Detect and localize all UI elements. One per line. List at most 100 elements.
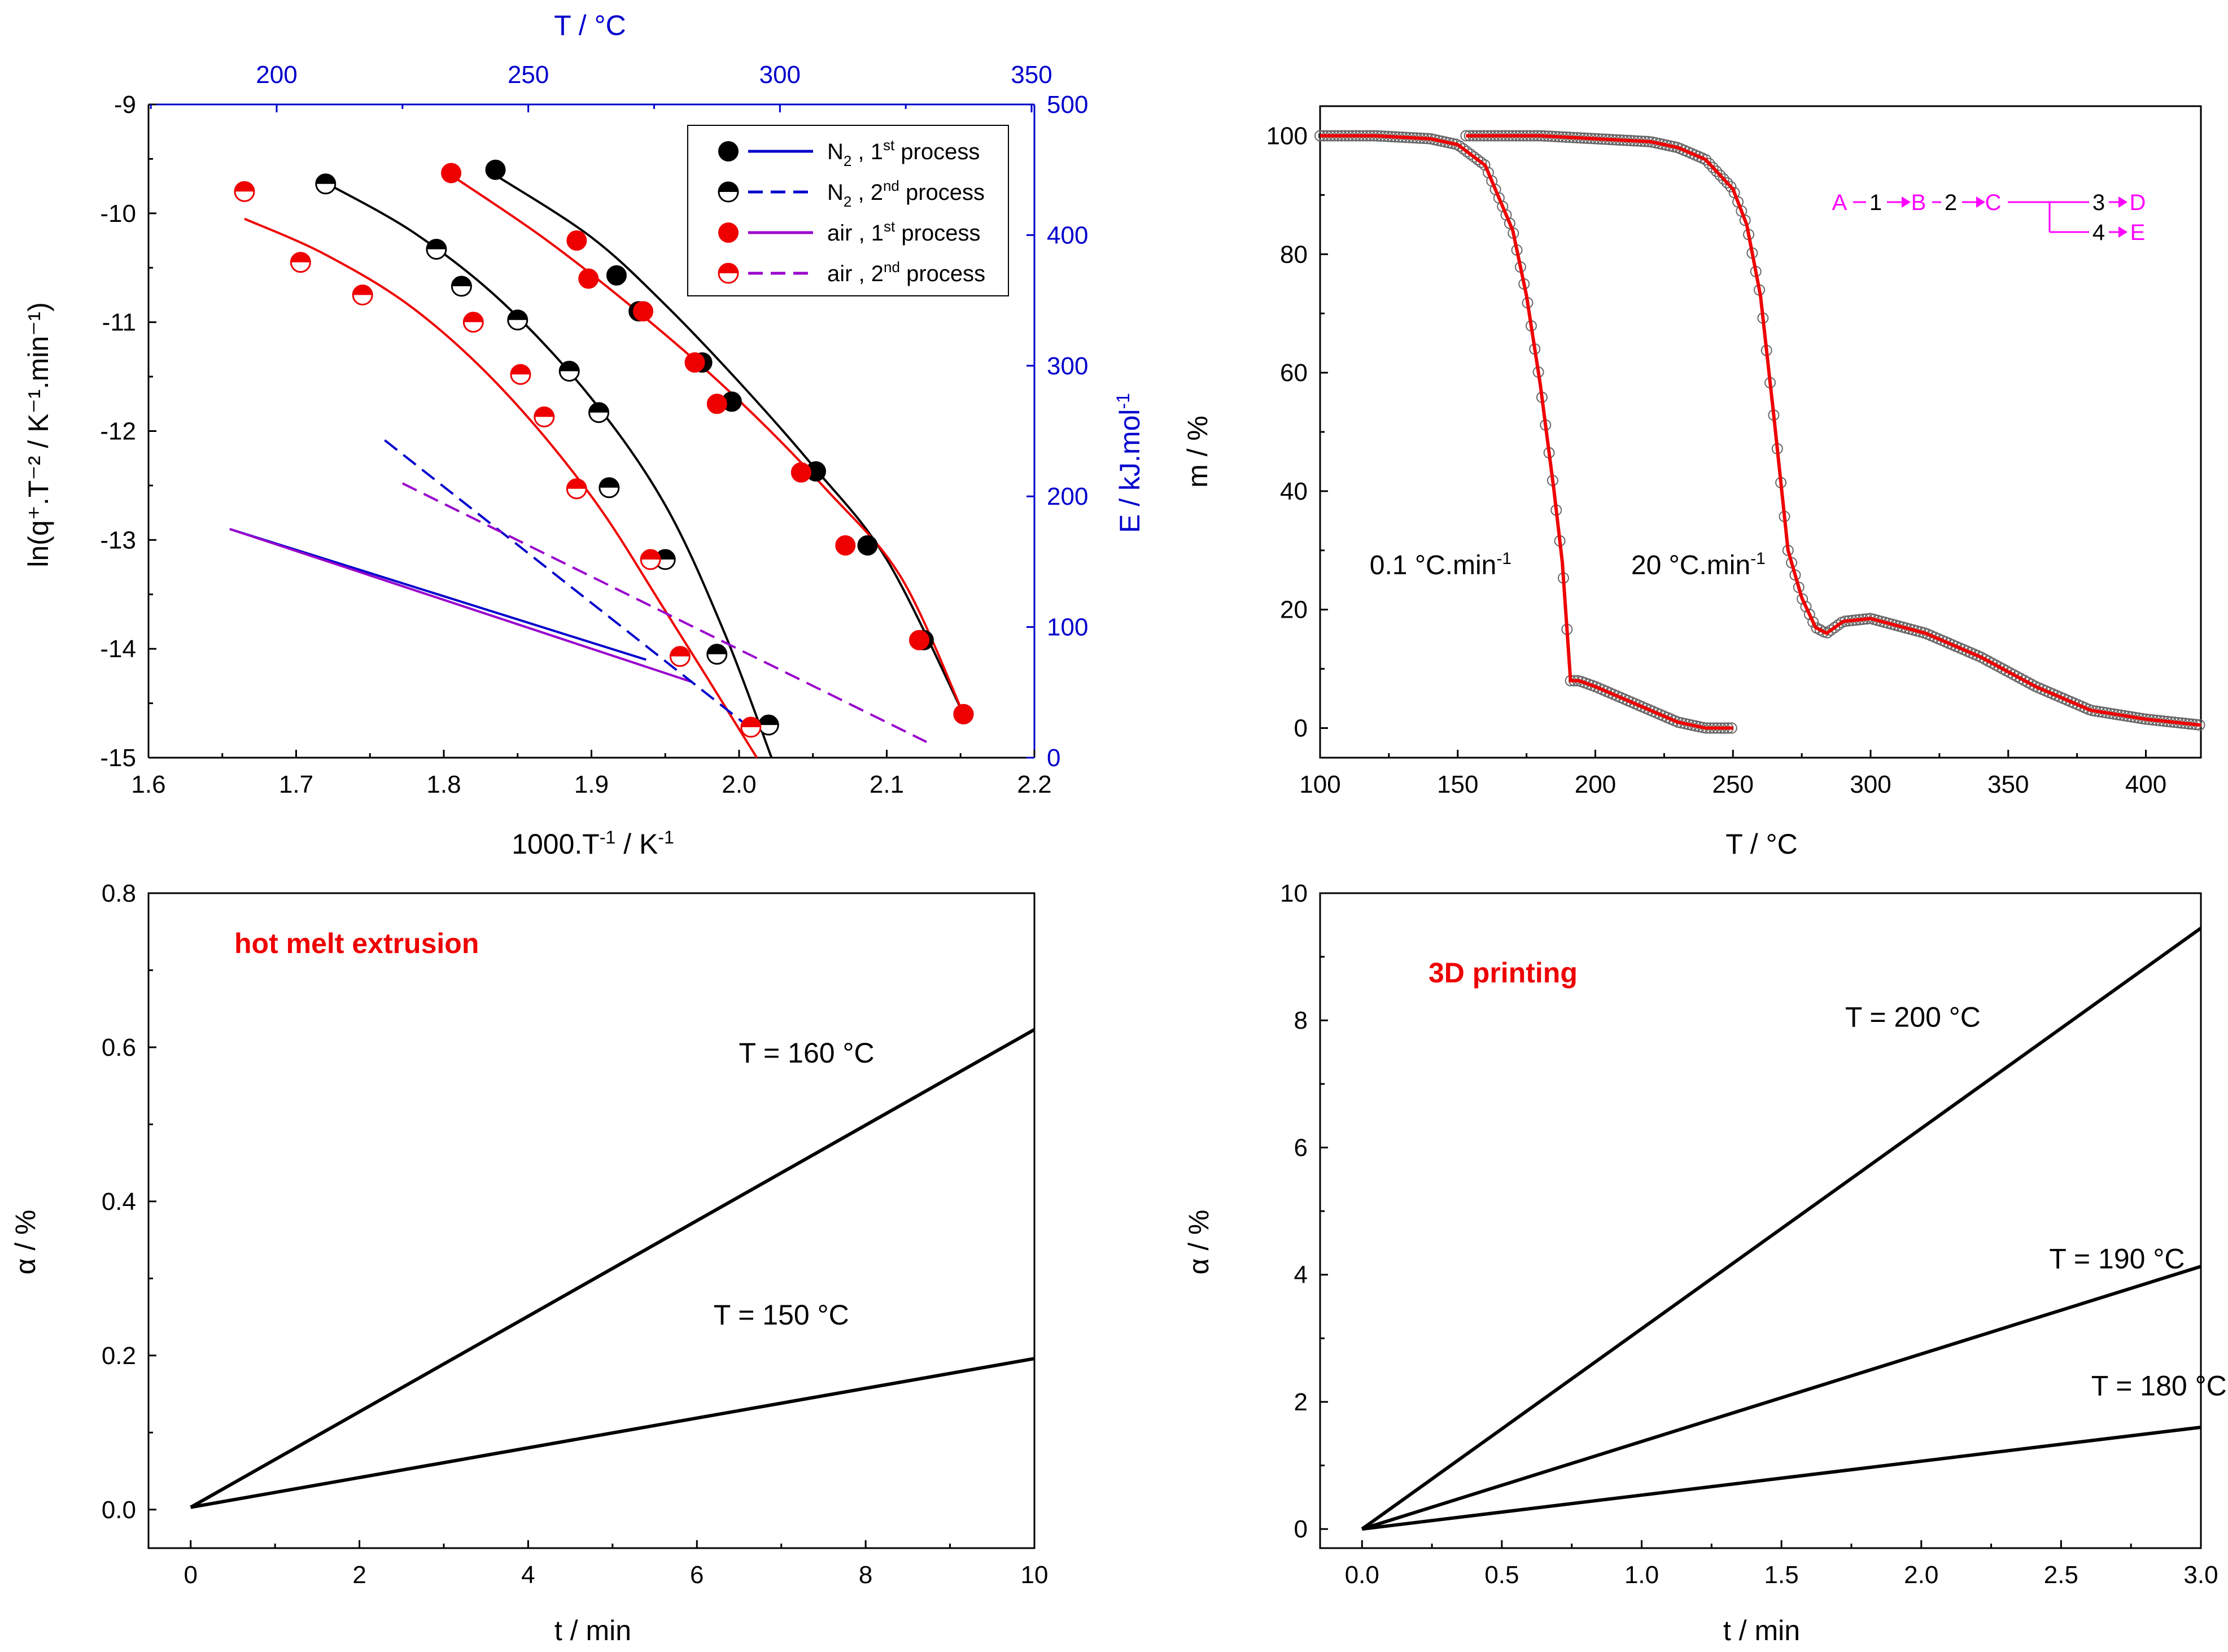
data-point — [1722, 177, 1733, 189]
legend: N2 , 1st process N2 , 2nd process air , 1s… — [687, 125, 1009, 296]
x-tick-label: 8 — [859, 1561, 872, 1589]
y-tick-label: -14 — [100, 635, 136, 663]
data-point — [1465, 148, 1476, 160]
y-axis: 0 20 40 60 80 100 — [1266, 122, 1328, 742]
data-point — [1714, 169, 1726, 181]
y-tick-label: 10 — [1280, 880, 1308, 907]
fit-curve — [244, 217, 758, 759]
chart-panel-d: 0.0 0.5 1.0 1.5 2.0 2.5 3.0 0 2 4 6 8 10 t / min α / %… — [1183, 880, 2227, 1646]
x-axis: 1.6 1.7 1.8 1.9 2.0 2.1 2.2 — [131, 750, 1052, 798]
x-tick-label: 300 — [1850, 771, 1891, 798]
marker-half — [560, 361, 579, 372]
data-point — [606, 265, 627, 286]
y-tick-label: 100 — [1266, 122, 1308, 150]
data-point — [758, 714, 779, 736]
marker-fill — [485, 159, 506, 180]
data-point — [1504, 217, 1515, 229]
fit-line — [1466, 134, 2201, 727]
x-tick-label: 2.1 — [870, 771, 904, 798]
chart-panel-b: 100 150 200 250 300 350 400 0 20 40 60 80 100 T / °C m… — [1182, 105, 2205, 860]
data-point — [953, 703, 974, 724]
y-tick-label: -13 — [100, 526, 136, 554]
data-point — [857, 535, 878, 556]
marker-half — [508, 310, 527, 320]
data-point — [1803, 609, 1815, 620]
x-tick-label: 2.0 — [722, 771, 756, 798]
y-tick-label: 80 — [1280, 241, 1308, 268]
marker-half — [719, 264, 738, 273]
legend-entry: N2 , 2nd process — [718, 177, 985, 210]
right-tick-label: 0 — [1047, 744, 1060, 772]
series-line — [229, 528, 692, 683]
scheme-arrowhead — [1976, 196, 1985, 208]
data-point — [684, 352, 705, 373]
plot-frame — [1319, 892, 2202, 1549]
top-axis-label: T / °C — [554, 10, 626, 41]
fit-curve — [325, 182, 773, 758]
y-tick-label: 20 — [1280, 596, 1308, 624]
data-point — [1700, 154, 1711, 165]
data-point — [1718, 173, 1729, 185]
series-line — [190, 1357, 1035, 1509]
x-tick-label: 1.5 — [1764, 1561, 1799, 1589]
data-point — [835, 535, 856, 556]
y-axis-label: α / % — [10, 1209, 41, 1274]
y-tick-label: 6 — [1294, 1134, 1308, 1161]
data-point — [1703, 158, 1715, 169]
x-tick-label: 2.0 — [1904, 1561, 1938, 1589]
y-tick-label: 0.0 — [102, 1496, 136, 1524]
scheme-node: D — [2130, 190, 2146, 215]
series-group — [1314, 130, 1737, 734]
marker-fill — [790, 462, 811, 483]
series-group — [1460, 130, 2205, 731]
rate-annotation: 20 °C.min-1 — [1631, 549, 1766, 580]
x-tick-label: 200 — [1575, 771, 1616, 798]
data-point — [566, 478, 587, 500]
marker-fill — [953, 703, 974, 724]
data-point — [534, 406, 555, 427]
marker-half — [589, 403, 609, 413]
marker-fill — [718, 222, 739, 243]
chart-panel-c: 0 2 4 6 8 10 0.0 0.2 0.4 0.6 0.8 t / min α / % hot me… — [10, 880, 1048, 1646]
data-point — [1807, 616, 1819, 628]
y-tick-label: 4 — [1294, 1261, 1308, 1289]
series-line — [1361, 926, 2202, 1531]
marker-half — [464, 312, 483, 322]
y-tick-label: -10 — [100, 200, 136, 228]
data-point — [790, 462, 811, 483]
y-tick-label: -11 — [102, 309, 136, 336]
y-tick-label: 40 — [1280, 478, 1308, 505]
x-tick-label: 2 — [352, 1561, 366, 1589]
data-point — [558, 360, 580, 382]
scheme-step: 3 — [2092, 190, 2105, 215]
data-point — [718, 222, 739, 243]
rate-annotation: 0.1 °C.min-1 — [1370, 549, 1511, 580]
marker-fill — [606, 265, 627, 286]
marker-half — [707, 644, 727, 654]
data-point — [598, 477, 620, 499]
x-tick-label: 2.2 — [1017, 771, 1051, 798]
marker-fill — [718, 141, 739, 161]
scheme-arrowhead — [1902, 196, 1911, 208]
series-label: T = 160 °C — [739, 1037, 875, 1069]
y-axis: 0.0 0.2 0.4 0.6 0.8 — [102, 880, 156, 1524]
y-tick-label: 0.4 — [102, 1188, 136, 1216]
y-axis: 0 2 4 6 8 10 — [1280, 880, 1328, 1543]
scheme-step: 1 — [1869, 190, 1882, 215]
y-tick-label: 0.6 — [102, 1034, 136, 1061]
marker-half — [426, 239, 446, 250]
right-axis-label: E / kJ.mol-1 — [1113, 393, 1146, 533]
marker-fill — [441, 163, 462, 183]
data-point — [1461, 146, 1473, 158]
data-point — [578, 268, 599, 289]
marker-half — [759, 715, 779, 726]
y-tick-label: 8 — [1294, 1007, 1308, 1034]
data-point — [1475, 156, 1487, 168]
scheme-node: B — [1911, 190, 1926, 215]
x-tick-label: 10 — [1021, 1561, 1049, 1589]
scheme-step: 4 — [2092, 220, 2105, 245]
x-tick-label: 0.0 — [1345, 1561, 1379, 1589]
data-point — [669, 646, 691, 667]
marker-half — [291, 252, 311, 263]
